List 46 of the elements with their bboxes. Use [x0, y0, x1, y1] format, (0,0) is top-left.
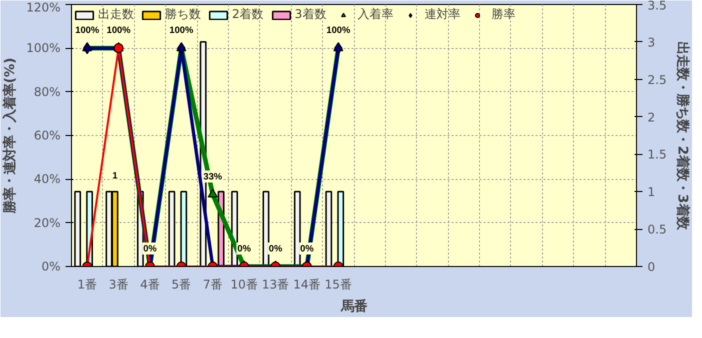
x-tick-label: 10番: [230, 278, 258, 292]
legend-label: 2着数: [232, 6, 264, 23]
x-tick-label: 1番: [77, 278, 98, 292]
data-label: 0%: [237, 244, 252, 254]
y-tick-label: 20%: [34, 216, 60, 230]
y2-tick-label: 1.5: [648, 148, 667, 162]
x-tick-label: 4番: [140, 278, 160, 292]
x-tick-label: 14番: [293, 278, 321, 292]
data-label: 100%: [169, 25, 194, 36]
point: [177, 42, 186, 54]
data-label: 0%: [268, 244, 283, 254]
legend-label: 入着率: [357, 6, 394, 23]
y2-tick-label: 3.5: [648, 0, 667, 12]
y2-tick-label: 2.5: [648, 72, 667, 87]
y-tick-label: 80%: [34, 84, 60, 99]
data-label: 1: [112, 170, 118, 181]
data-label: 100%: [326, 25, 351, 36]
y-axis-title: 勝率・連対率・入着率(%): [2, 58, 18, 214]
y2-tick-label: 1: [648, 185, 656, 200]
legend-label: 連対率: [424, 6, 460, 23]
y2-tick-label: 0.5: [648, 222, 667, 237]
x-tick-label: 15番: [324, 278, 352, 292]
data-label: 100%: [75, 25, 100, 36]
data-label: 33%: [203, 171, 223, 182]
x-tick-label: 13番: [262, 278, 290, 292]
y-tick-label: 120%: [26, 0, 61, 14]
x-axis-title: 馬番: [340, 298, 367, 314]
y-tick-label: 100%: [26, 41, 61, 56]
data-label: 100%: [106, 25, 132, 36]
y2-tick-label: 0: [648, 260, 656, 274]
x-tick-label: 3番: [108, 278, 128, 292]
legend-label: 出走数: [98, 6, 134, 23]
x-tick-label: 5番: [172, 278, 192, 292]
data-label: 0%: [143, 244, 158, 254]
y-tick-label: 40%: [34, 172, 60, 186]
y2-tick-label: 3: [648, 35, 656, 50]
y2-tick-label: 2: [648, 110, 656, 124]
y-tick-label: 60%: [34, 128, 60, 142]
legend-label: 勝ち数: [165, 6, 201, 23]
y2-axis-title: 出走数・勝ち数・2着数・3着数: [674, 42, 691, 230]
data-label: 0%: [300, 244, 314, 254]
y-tick-label: 0%: [41, 260, 61, 274]
point: [208, 188, 218, 198]
legend-label: 3着数: [294, 6, 326, 23]
x-tick-label: 7番: [202, 278, 223, 292]
legend-label: 勝率: [491, 6, 516, 23]
